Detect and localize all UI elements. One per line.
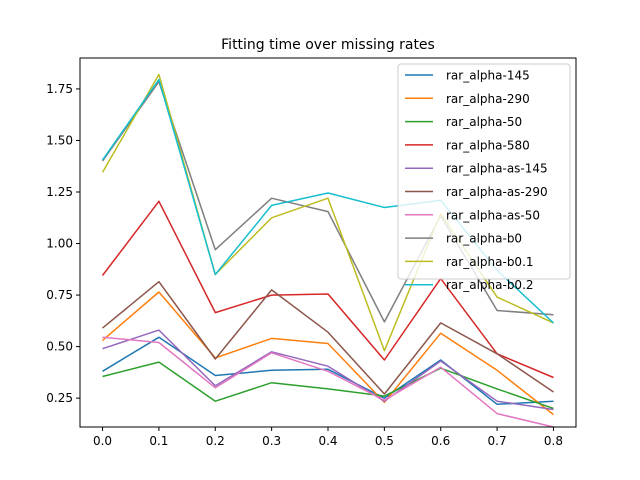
x-tick-label: 0.4 [318, 434, 337, 448]
y-axis-ticks: 0.25 0.50 0.75 1.00 1.25 1.50 1.75 [46, 82, 80, 405]
y-tick-label: 0.50 [46, 340, 73, 354]
legend-label-rar_alpha-50: rar_alpha-50 [446, 115, 522, 129]
y-tick-label: 0.25 [46, 391, 73, 405]
legend-label-rar_alpha-290: rar_alpha-290 [446, 92, 530, 106]
legend-label-rar_alpha-b0: rar_alpha-b0 [446, 232, 522, 246]
x-tick-label: 0.8 [544, 434, 563, 448]
legend-box [397, 63, 571, 280]
y-tick-label: 1.00 [46, 237, 73, 251]
series-line-rar_alpha-as-290 [102, 280, 554, 395]
legend-label-rar_alpha-580: rar_alpha-580 [446, 138, 530, 152]
x-tick-label: 0.7 [488, 434, 507, 448]
legend-label-rar_alpha-as-50: rar_alpha-as-50 [446, 208, 540, 222]
y-tick-label: 1.25 [46, 185, 73, 199]
x-tick-label: 0.2 [206, 434, 225, 448]
plot-area-frame [79, 57, 577, 428]
x-tick-label: 0.3 [262, 434, 281, 448]
y-tick-label: 1.75 [46, 82, 73, 96]
legend-label-rar_alpha-145: rar_alpha-145 [446, 69, 530, 83]
y-tick-label: 0.75 [46, 288, 73, 302]
series-line-rar_alpha-as-145 [102, 329, 554, 411]
x-tick-label: 0.0 [93, 434, 112, 448]
x-tick-label: 0.6 [431, 434, 450, 448]
x-tick-label: 0.1 [149, 434, 168, 448]
legend-label-rar_alpha-b0.2: rar_alpha-b0.2 [446, 278, 534, 292]
x-axis-ticks: 0.0 0.1 0.2 0.3 0.4 0.5 0.6 0.7 0.8 [93, 427, 563, 448]
series-line-rar_alpha-as-50 [102, 336, 554, 428]
y-tick-label: 1.50 [46, 133, 73, 147]
legend-label-rar_alpha-as-290: rar_alpha-as-290 [446, 185, 548, 199]
series-line-rar_alpha-580 [101, 200, 554, 379]
legend-label-rar_alpha-b0.1: rar_alpha-b0.1 [446, 255, 534, 269]
series-line-rar_alpha-290 [102, 291, 554, 416]
series-line-rar_alpha-50 [102, 361, 554, 410]
legend-label-rar_alpha-as-145: rar_alpha-as-145 [446, 162, 548, 176]
legend: rar_alpha-145 rar_alpha-290 rar_alpha-50ra… [397, 63, 571, 292]
x-tick-label: 0.5 [375, 434, 394, 448]
chart-title: Fitting time over missing rates [221, 37, 435, 53]
series-line-rar_alpha-145 [102, 336, 554, 406]
